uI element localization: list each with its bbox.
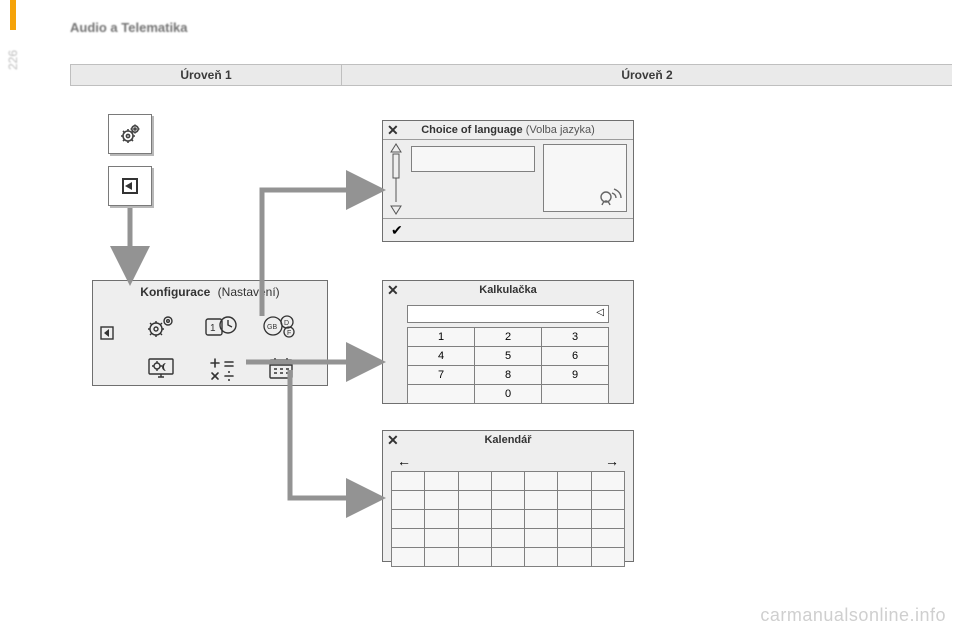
- back-icon: [118, 174, 142, 198]
- svg-text:1: 1: [210, 323, 216, 334]
- config-icon-calendar[interactable]: [267, 355, 295, 381]
- display-icon: [146, 355, 176, 381]
- calendar-screen: ✕ Kalendář ← →: [382, 430, 634, 562]
- language-close-button[interactable]: ✕: [387, 121, 399, 139]
- key-8[interactable]: 8: [475, 366, 542, 385]
- calculator-screen-header: ✕ Kalkulačka: [383, 281, 633, 299]
- key-5[interactable]: 5: [475, 347, 542, 366]
- config-icon-display[interactable]: [146, 355, 176, 381]
- key-6[interactable]: 6: [542, 347, 609, 366]
- calculator-icon: [207, 355, 235, 381]
- levels-col-1: Úroveň 1: [71, 65, 342, 85]
- calendar-title: Kalendář: [484, 434, 531, 446]
- language-screen-header: ✕ Choice of language (Volba jazyka): [383, 121, 633, 139]
- svg-text:GB: GB: [267, 324, 277, 331]
- calendar-next-button[interactable]: →: [605, 453, 619, 469]
- key-blank-l: [408, 385, 475, 404]
- levels-header: Úroveň 1 Úroveň 2: [70, 64, 952, 86]
- section-title: Audio a Telematika: [70, 20, 188, 35]
- config-title-paren: (Nastavení): [218, 285, 280, 299]
- calendar-prev-button[interactable]: ←: [397, 453, 411, 469]
- config-panel: Konfigurace (Nastavení) 1: [92, 280, 328, 386]
- svg-text:F: F: [287, 330, 291, 337]
- language-footer: ✔: [383, 219, 633, 241]
- key-7[interactable]: 7: [408, 366, 475, 385]
- language-scrollbar[interactable]: [389, 142, 403, 216]
- calendar-grid: [391, 471, 625, 567]
- config-icon-datetime[interactable]: 1: [204, 313, 238, 339]
- calculator-clear-icon[interactable]: ◁: [596, 307, 604, 318]
- config-panel-title: Konfigurace (Nastavení): [93, 285, 327, 299]
- calendar-close-button[interactable]: ✕: [387, 431, 399, 449]
- calculator-body: ◁ 1 2 3 4 5 6 7 8 9 0: [383, 299, 633, 412]
- calculator-title: Kalkulačka: [479, 284, 536, 296]
- key-9[interactable]: 9: [542, 366, 609, 385]
- accent-side-bar: [10, 0, 16, 30]
- watermark: carmanualsonline.info: [760, 605, 946, 626]
- language-title-bold: Choice of language: [421, 124, 522, 136]
- calendar-nav: ← →: [391, 453, 625, 471]
- language-body: [383, 139, 633, 219]
- key-blank-r: [542, 385, 609, 404]
- calculator-keypad: 1 2 3 4 5 6 7 8 9 0: [407, 327, 609, 404]
- speak-icon: [544, 145, 626, 211]
- calendar-screen-header: ✕ Kalendář: [383, 431, 633, 449]
- calendar-icon: [267, 355, 295, 381]
- config-icon-calculator[interactable]: [207, 355, 235, 381]
- globe-lang-icon: GB D F: [263, 313, 299, 339]
- language-list[interactable]: [411, 146, 535, 172]
- levels-col-2: Úroveň 2: [342, 65, 952, 85]
- config-icon-grid: 1 GB D F: [137, 307, 305, 387]
- gear-icon: [118, 122, 142, 146]
- language-screen: ✕ Choice of language (Volba jazyka): [382, 120, 634, 242]
- settings-entry-button[interactable]: [108, 114, 152, 154]
- calculator-display: ◁: [407, 305, 609, 323]
- key-1[interactable]: 1: [408, 328, 475, 347]
- key-0[interactable]: 0: [475, 385, 542, 404]
- calculator-close-button[interactable]: ✕: [387, 281, 399, 299]
- key-3[interactable]: 3: [542, 328, 609, 347]
- calendar-body: ← →: [383, 449, 633, 575]
- gears-icon: [146, 313, 176, 339]
- config-title-bold: Konfigurace: [140, 285, 210, 299]
- language-preview: [543, 144, 627, 212]
- config-back-icon[interactable]: [99, 325, 115, 341]
- config-icon-settings[interactable]: [146, 313, 176, 339]
- return-entry-button[interactable]: [108, 166, 152, 206]
- language-title-paren: (Volba jazyka): [526, 124, 595, 136]
- date-time-icon: 1: [204, 313, 238, 339]
- key-2[interactable]: 2: [475, 328, 542, 347]
- language-confirm-button[interactable]: ✔: [391, 222, 403, 239]
- calculator-screen: ✕ Kalkulačka ◁ 1 2 3 4 5 6 7 8 9: [382, 280, 634, 404]
- config-icon-language[interactable]: GB D F: [263, 313, 299, 339]
- page-number: 226: [6, 50, 20, 70]
- svg-text:D: D: [284, 320, 289, 327]
- key-4[interactable]: 4: [408, 347, 475, 366]
